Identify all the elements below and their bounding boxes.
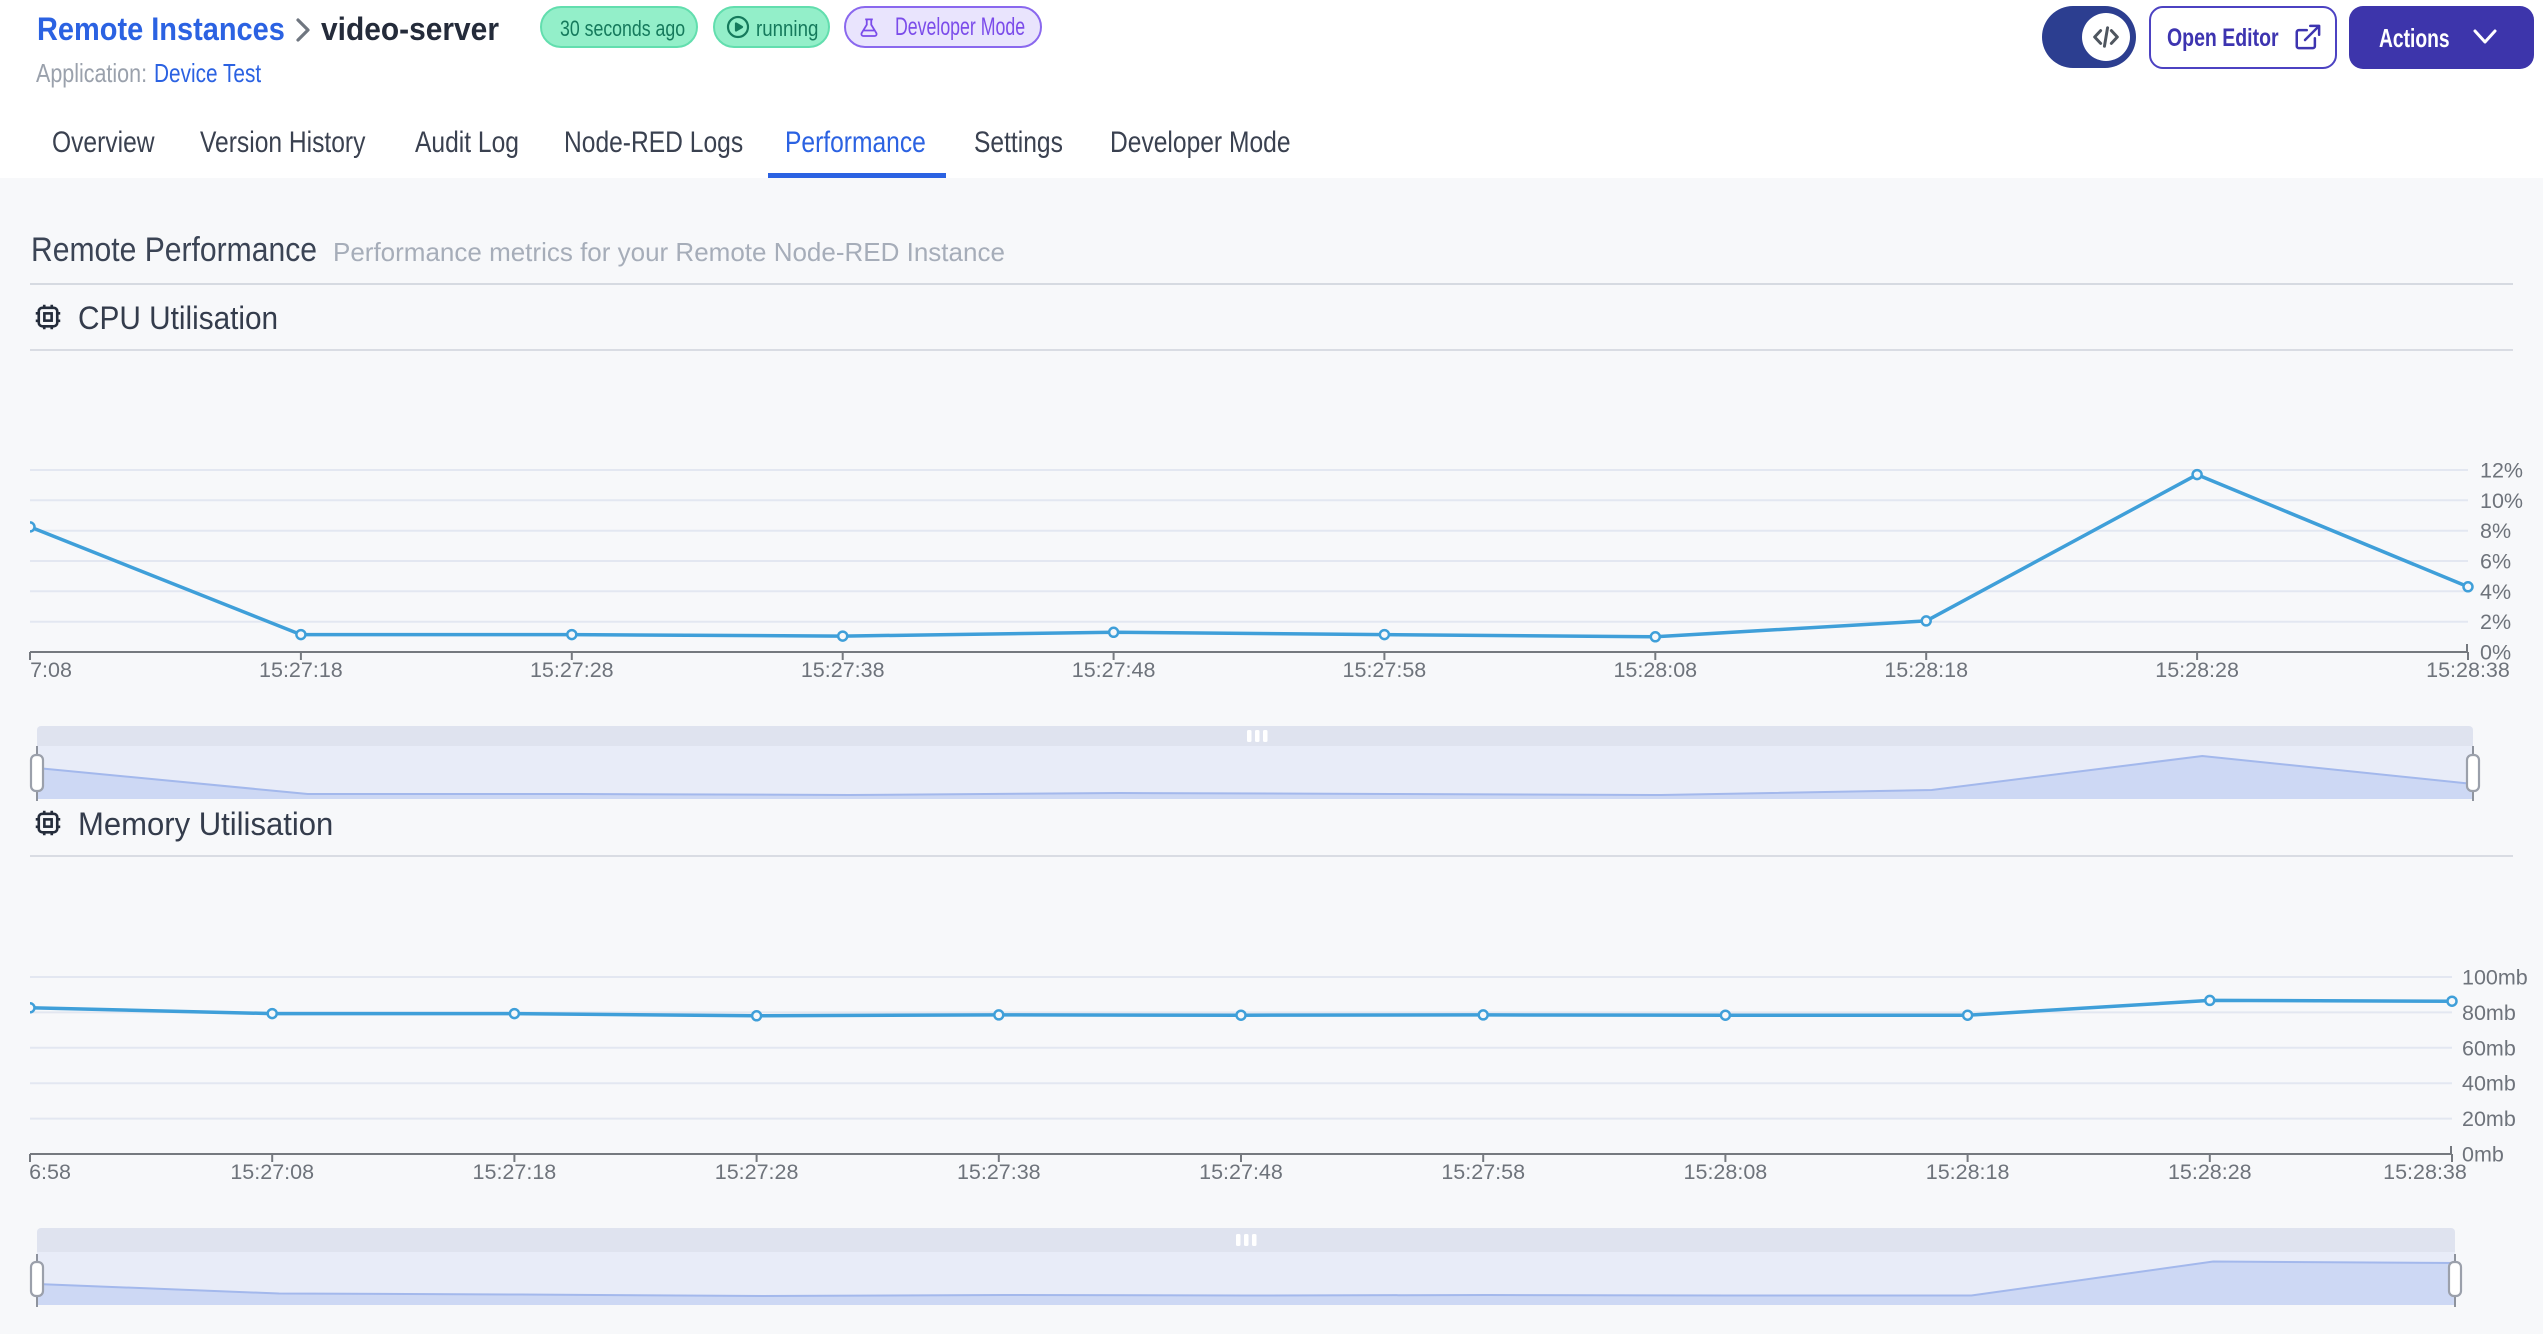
svg-text:15:27:08: 15:27:08 (230, 1160, 314, 1184)
svg-text:0mb: 0mb (2462, 1143, 2504, 1167)
svg-text:15:28:38: 15:28:38 (2383, 1160, 2467, 1184)
svg-text:40mb: 40mb (2462, 1072, 2516, 1096)
svg-text:8%: 8% (2480, 519, 2511, 543)
svg-text:15:28:18: 15:28:18 (1884, 658, 1968, 682)
svg-text:15:28:18: 15:28:18 (1926, 1160, 2010, 1184)
svg-text:100mb: 100mb (2462, 966, 2528, 990)
svg-text:15:28:28: 15:28:28 (2168, 1160, 2252, 1184)
svg-text:15:28:38: 15:28:38 (2426, 658, 2510, 682)
svg-text:60mb: 60mb (2462, 1036, 2516, 1060)
svg-text:7:08: 7:08 (30, 658, 72, 682)
svg-text:15:28:28: 15:28:28 (2155, 658, 2239, 682)
svg-text:80mb: 80mb (2462, 1001, 2516, 1025)
svg-text:6:58: 6:58 (29, 1160, 71, 1184)
svg-text:20mb: 20mb (2462, 1107, 2516, 1131)
svg-text:15:27:18: 15:27:18 (473, 1160, 557, 1184)
svg-text:15:28:08: 15:28:08 (1613, 658, 1697, 682)
svg-text:15:27:48: 15:27:48 (1199, 1160, 1283, 1184)
svg-text:15:27:18: 15:27:18 (259, 658, 343, 682)
svg-text:15:27:38: 15:27:38 (957, 1160, 1041, 1184)
svg-text:15:27:48: 15:27:48 (1072, 658, 1156, 682)
svg-text:0%: 0% (2480, 641, 2511, 665)
svg-text:2%: 2% (2480, 610, 2511, 634)
svg-text:12%: 12% (2480, 459, 2523, 483)
svg-text:15:27:28: 15:27:28 (530, 658, 614, 682)
svg-text:15:27:58: 15:27:58 (1343, 658, 1427, 682)
svg-text:15:27:58: 15:27:58 (1441, 1160, 1525, 1184)
svg-text:15:28:08: 15:28:08 (1684, 1160, 1768, 1184)
svg-text:4%: 4% (2480, 580, 2511, 604)
svg-text:15:27:38: 15:27:38 (801, 658, 885, 682)
svg-text:15:27:28: 15:27:28 (715, 1160, 799, 1184)
svg-text:10%: 10% (2480, 489, 2523, 513)
svg-text:6%: 6% (2480, 550, 2511, 574)
